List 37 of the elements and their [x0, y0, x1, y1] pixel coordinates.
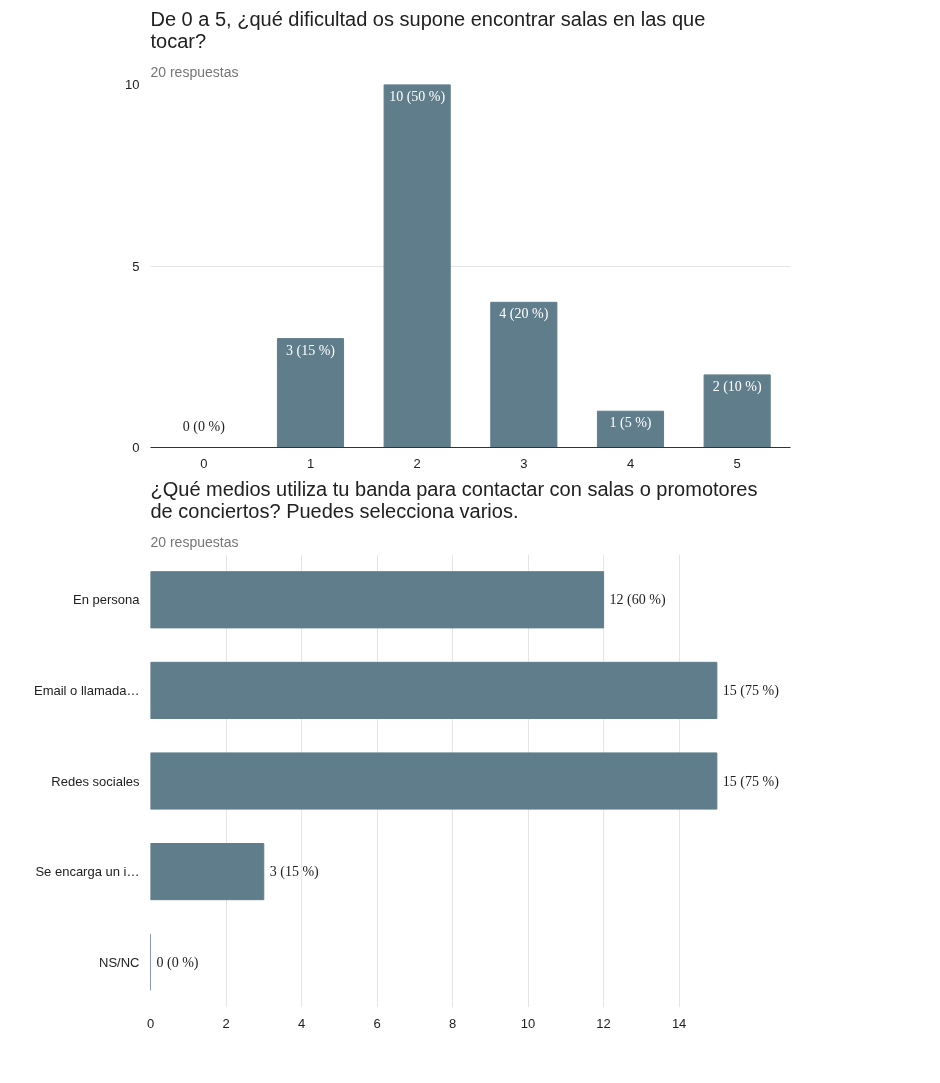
data-label: 3 (15 %): [269, 864, 320, 881]
data-label: 0 (0 %): [156, 954, 199, 971]
x-tick-label: 14: [671, 1015, 687, 1031]
data-label: 3 (15 %): [286, 342, 336, 359]
x-tick-label: 3: [520, 455, 528, 471]
data-label: 10 (50 %): [389, 88, 446, 105]
y-tick-label: Redes sociales: [51, 773, 140, 789]
x-tick-label: 4: [626, 455, 635, 471]
x-tick-label: 12: [596, 1015, 611, 1031]
chart-subtitle: 20 respuestas: [150, 63, 239, 80]
x-tick-label: 8: [448, 1015, 457, 1031]
x-tick-label: 4: [297, 1015, 306, 1031]
y-tick-label: Email o llamada…: [34, 682, 140, 698]
data-label: 2 (10 %): [712, 378, 762, 395]
data-label: 0 (0 %): [182, 418, 226, 435]
data-label: 15 (75 %): [722, 682, 780, 699]
chart-subtitle: 20 respuestas: [150, 533, 239, 550]
x-tick-label: 2: [222, 1015, 230, 1031]
x-tick-label: 10: [520, 1015, 536, 1031]
y-tick-label: 0: [132, 440, 140, 455]
x-tick-label: 5: [733, 455, 741, 471]
y-tick-label: En persona: [73, 592, 141, 608]
x-tick-label: 0: [146, 1015, 155, 1031]
x-tick-label: 2: [413, 455, 421, 471]
data-label: 15 (75 %): [722, 773, 780, 790]
data-label: 4 (20 %): [499, 306, 549, 323]
data-label: 12 (60 %): [609, 592, 666, 609]
y-tick-label: Se encarga un i…: [35, 864, 140, 880]
chart-title: ¿Qué medios utiliza tu banda para contactar con salas o promotores de conciertos? Puedes selecciona varios.: [150, 477, 758, 522]
x-tick-label: 6: [373, 1015, 381, 1031]
y-tick-label: 10: [125, 77, 140, 92]
y-tick-label: NS/NC: [99, 954, 140, 970]
y-tick-label: 5: [132, 258, 140, 274]
x-tick-label: 0: [200, 455, 208, 471]
x-tick-label: 1: [306, 455, 315, 471]
data-label: 1 (5 %): [609, 415, 652, 432]
chart-title: De 0 a 5, ¿qué dificultad os supone encontrar salas en las que tocar?: [150, 7, 706, 52]
